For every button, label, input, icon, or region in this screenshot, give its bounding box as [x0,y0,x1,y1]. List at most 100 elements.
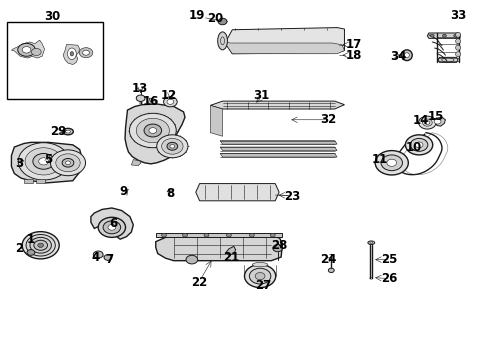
Circle shape [244,265,275,288]
Circle shape [26,234,55,256]
Circle shape [386,159,396,166]
Text: 17: 17 [346,38,362,51]
Polygon shape [210,105,222,136]
Bar [24,179,33,183]
Text: 6: 6 [109,217,118,230]
Text: 27: 27 [254,279,271,292]
Text: 23: 23 [284,190,300,203]
Circle shape [56,154,80,172]
Circle shape [433,119,440,124]
Polygon shape [11,40,44,58]
Circle shape [136,118,169,143]
Polygon shape [427,33,459,39]
Circle shape [203,233,208,237]
Ellipse shape [455,51,460,57]
Circle shape [18,43,35,56]
Circle shape [103,221,121,234]
Polygon shape [222,41,344,54]
Text: 11: 11 [371,153,387,166]
Text: 7: 7 [104,253,113,266]
Circle shape [218,18,226,25]
Circle shape [422,119,431,126]
Circle shape [39,158,48,165]
Text: 9: 9 [119,185,127,198]
Polygon shape [125,104,184,164]
Circle shape [25,148,62,175]
Text: 32: 32 [320,113,336,126]
Ellipse shape [404,53,408,58]
Polygon shape [220,153,336,157]
Text: 21: 21 [222,251,239,264]
Ellipse shape [455,45,460,50]
Text: 30: 30 [44,10,60,23]
Text: 28: 28 [271,239,287,252]
Polygon shape [225,246,235,255]
Text: 8: 8 [166,187,174,200]
Circle shape [104,255,112,260]
Circle shape [38,243,43,247]
Text: 29: 29 [50,125,66,138]
Polygon shape [156,235,282,261]
Ellipse shape [455,39,460,44]
Text: 18: 18 [346,49,362,62]
Text: 22: 22 [191,276,207,289]
Circle shape [33,153,54,169]
Ellipse shape [62,129,73,135]
Circle shape [50,150,85,176]
Text: 1: 1 [27,233,35,246]
Circle shape [149,128,157,134]
Circle shape [136,95,145,102]
Circle shape [30,237,51,253]
Polygon shape [220,140,336,144]
Circle shape [34,240,47,250]
Circle shape [328,268,333,273]
Circle shape [27,249,35,255]
Circle shape [424,121,429,125]
Circle shape [270,233,275,237]
Ellipse shape [217,32,227,50]
Circle shape [442,34,446,37]
Circle shape [429,34,433,37]
Text: 5: 5 [44,153,53,166]
Circle shape [161,138,183,154]
Circle shape [380,155,402,171]
Ellipse shape [65,130,70,133]
Circle shape [249,233,254,237]
Circle shape [418,116,435,129]
Circle shape [169,144,174,148]
Circle shape [144,124,161,137]
Polygon shape [437,57,457,62]
Text: 31: 31 [253,89,269,102]
Text: 2: 2 [15,242,23,255]
Bar [36,179,44,183]
Circle shape [182,233,187,237]
Polygon shape [195,184,279,201]
Circle shape [79,48,93,58]
Circle shape [161,233,166,237]
Polygon shape [224,28,344,54]
Text: 12: 12 [161,89,177,102]
Polygon shape [210,101,344,109]
Text: 16: 16 [142,95,159,108]
Circle shape [409,138,427,151]
Ellipse shape [252,262,267,267]
Circle shape [108,225,116,230]
Circle shape [453,34,457,37]
Polygon shape [63,44,80,64]
Ellipse shape [369,242,372,244]
Circle shape [157,135,187,158]
Circle shape [93,251,103,258]
Ellipse shape [70,51,73,56]
Circle shape [82,50,89,55]
Text: 3: 3 [15,157,23,170]
Text: 14: 14 [412,114,428,127]
Text: 24: 24 [320,253,336,266]
Circle shape [414,142,422,148]
Circle shape [22,46,31,53]
Ellipse shape [67,48,76,59]
Circle shape [22,231,59,259]
Ellipse shape [455,32,460,37]
Ellipse shape [367,241,374,244]
Polygon shape [131,159,141,166]
Text: 19: 19 [188,9,204,22]
